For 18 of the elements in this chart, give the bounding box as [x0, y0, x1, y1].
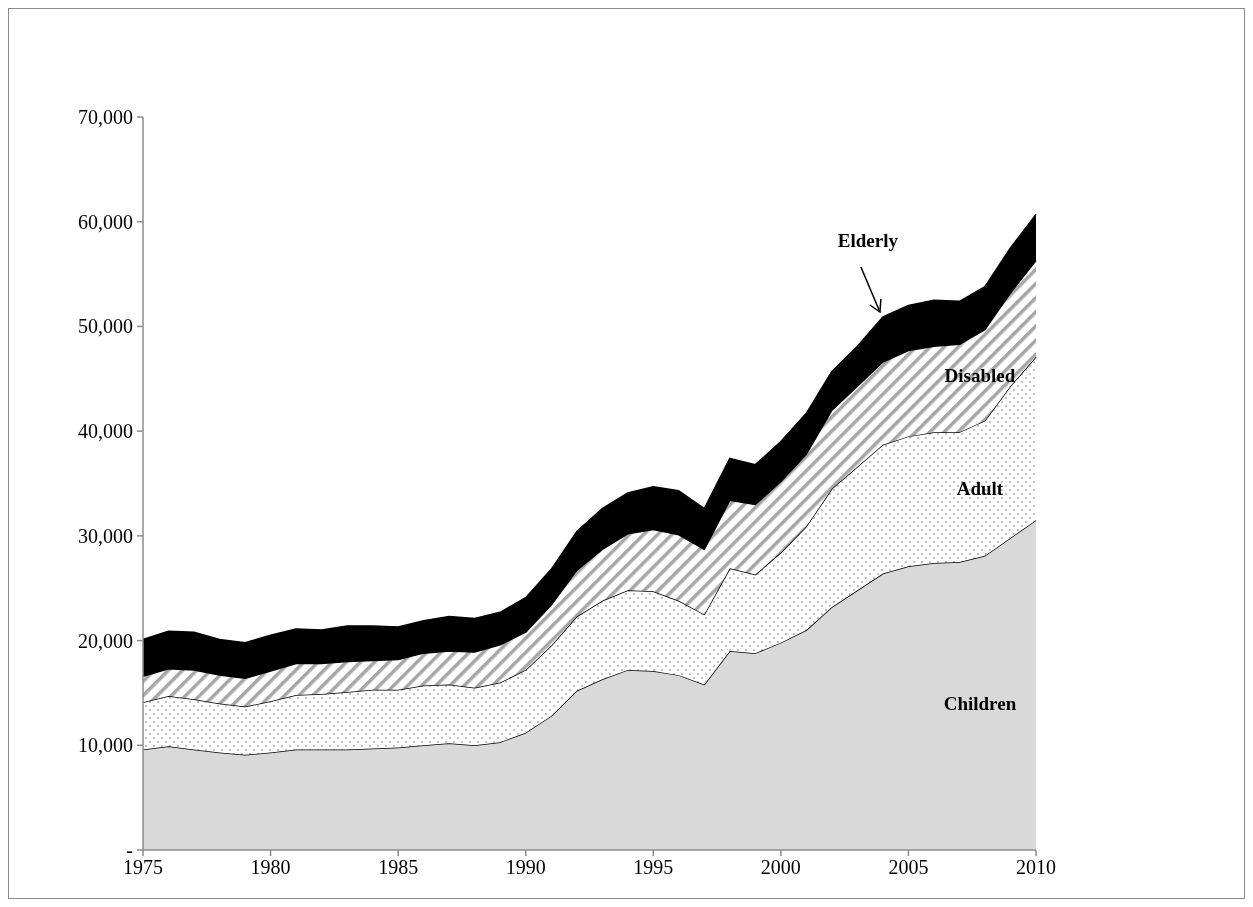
x-tick-label: 2010 [1016, 856, 1056, 878]
series-label: Adult [956, 477, 1004, 499]
series-label: Children [943, 692, 1017, 714]
y-tick-label: 20,000 [78, 629, 133, 652]
x-tick-label: 2000 [760, 856, 801, 878]
series-label: Disabled [944, 364, 1016, 386]
x-tick-label: 1995 [633, 856, 674, 878]
y-tick-label: 50,000 [78, 315, 133, 338]
text: Elderly [837, 230, 899, 251]
x-tick-label: 2005 [888, 856, 929, 878]
y-tick-label: 60,000 [78, 210, 133, 233]
x-tick-label: 1990 [505, 856, 546, 878]
y-tick-label: 40,000 [78, 420, 133, 443]
y-tick-label: 70,000 [78, 106, 133, 128]
x-tick-label: 1980 [250, 856, 291, 878]
y-tick-label: 10,000 [78, 734, 133, 757]
x-tick-label: 1985 [378, 856, 419, 878]
y-tick-label: 30,000 [78, 524, 133, 547]
